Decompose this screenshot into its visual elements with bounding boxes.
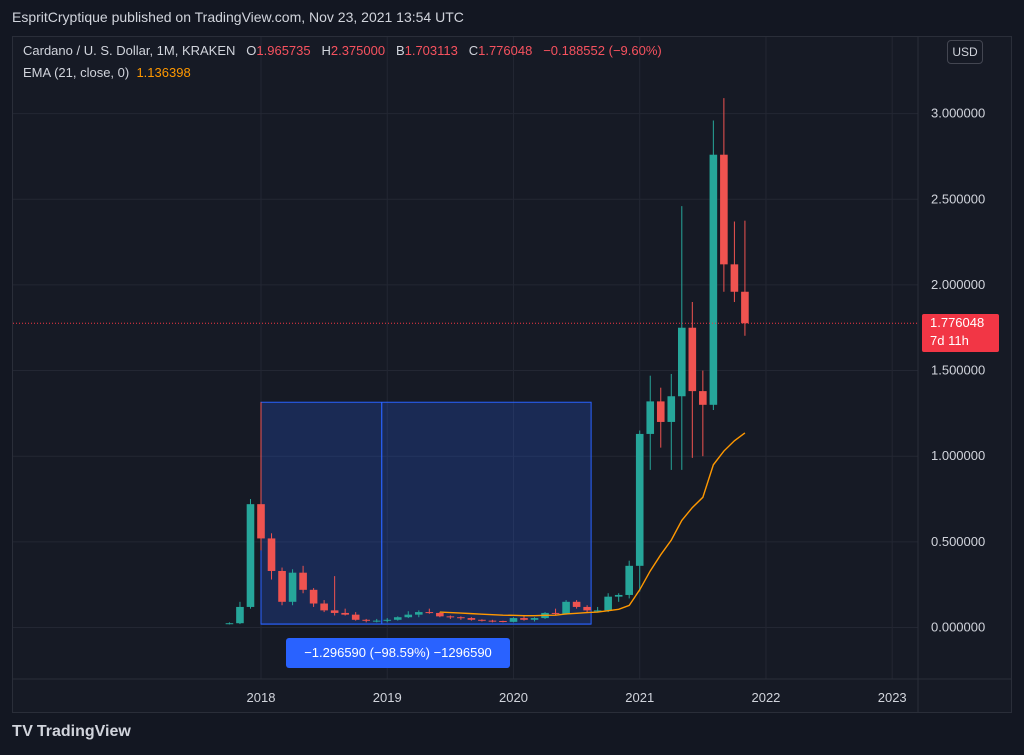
price-tick-label: 1.500000 (931, 363, 985, 378)
price-tick-label: 2.500000 (931, 191, 985, 206)
candle-body (278, 570, 286, 602)
candle-body (614, 594, 623, 597)
candle-body (646, 401, 655, 434)
candle-body (678, 327, 686, 397)
price-axis: 3.000000 2.500000 2.000000 1.500000 1.000000… (931, 106, 985, 635)
price-tick-label: 1.000000 (931, 448, 985, 463)
time-tick-label: 2022 (751, 690, 780, 705)
measure-tool (260, 401, 592, 625)
candle-body (425, 612, 434, 614)
candle-body (383, 619, 392, 621)
candle-body (330, 610, 339, 613)
high-key: H (321, 43, 331, 58)
candle-body (257, 504, 265, 539)
price-tick-label: 0.000000 (931, 620, 985, 635)
candle-body (351, 614, 360, 620)
publisher-header: EspritCryptique published on TradingView… (12, 9, 464, 25)
candle-body (457, 617, 465, 619)
candle-body (320, 603, 328, 611)
candle-body (246, 504, 255, 607)
time-tick-label: 2023 (878, 690, 907, 705)
candle-body (625, 565, 633, 595)
ema-value: 1.136398 (136, 65, 191, 80)
currency-button[interactable]: USD (947, 40, 983, 64)
candle-body (688, 327, 697, 392)
footer-brand: TradingView (36, 723, 131, 740)
close-key: C (468, 43, 479, 58)
time-tick-label: 2021 (625, 690, 654, 705)
candle-body (509, 618, 518, 622)
chart-frame[interactable] (12, 36, 1012, 713)
candle-body (404, 614, 413, 618)
candle-body (341, 612, 349, 615)
close-value: 1.776048 (478, 43, 533, 58)
bar-countdown: 7d 11h (930, 333, 969, 348)
candle-body (572, 601, 581, 607)
candle-body (530, 618, 539, 620)
symbol-legend: Cardano / U. S. Dollar, 1M, KRAKEN O1.96… (23, 43, 662, 58)
candle-body (436, 612, 444, 617)
candle-body (288, 572, 297, 602)
candle-body (730, 264, 739, 292)
price-tick-label: 2.000000 (931, 277, 985, 292)
candle-body (551, 612, 560, 614)
candle-body (699, 391, 707, 405)
candle-body (372, 620, 381, 622)
candle-body (499, 620, 507, 622)
candle-body (362, 619, 370, 621)
candle-body (667, 396, 676, 422)
candle-body (299, 572, 307, 590)
low-value: 1.703113 (404, 43, 458, 58)
time-tick-label: 2019 (373, 690, 402, 705)
time-tick-label: 2020 (499, 690, 528, 705)
time-axis: 2018 2019 2020 2021 2022 2023 (247, 690, 907, 705)
candle-body (720, 154, 728, 265)
ema-label: EMA (21, close, 0) (23, 65, 130, 80)
candle-body (267, 538, 276, 571)
candle-body (562, 601, 570, 614)
ema-legend[interactable]: EMA (21, close, 0) 1.136398 (23, 65, 191, 80)
measure-label: −1.296590 (−98.59%) −1296590 (286, 638, 510, 668)
candle-body (741, 291, 749, 324)
open-value: 1.965735 (256, 43, 311, 58)
price-tick-label: 3.000000 (931, 106, 985, 121)
candle-body (593, 610, 602, 612)
candle-body (635, 433, 644, 566)
candle-body (604, 596, 612, 611)
candle-body (467, 618, 476, 620)
candle-body (225, 623, 234, 625)
candle-body (478, 619, 486, 621)
change-value: −0.188552 (−9.60%) (543, 43, 662, 58)
candle-body (236, 606, 244, 624)
candle-body (393, 617, 402, 620)
price-tick-label: 0.500000 (931, 534, 985, 549)
measure-box (260, 401, 592, 625)
tradingview-icon: T V (12, 723, 33, 740)
tradingview-logo: T V TradingView (12, 723, 131, 741)
symbol-name: Cardano / U. S. Dollar, 1M, KRAKEN (23, 43, 236, 58)
low-key: B (395, 43, 405, 58)
last-price-value: 1.776048 (930, 315, 985, 330)
candle-body (309, 589, 318, 604)
high-value: 2.375000 (330, 43, 386, 58)
candle-body (488, 620, 497, 622)
last-price-label: 1.776048 7d 11h (922, 314, 999, 352)
candles (225, 98, 749, 625)
candle-body (415, 612, 423, 615)
ema-line (439, 432, 746, 617)
candle-body (709, 154, 718, 405)
candle-body (656, 401, 665, 422)
time-tick-label: 2018 (247, 690, 276, 705)
candle-body (520, 618, 528, 620)
open-key: O (246, 43, 257, 58)
candle-body (583, 606, 591, 611)
candle-body (446, 616, 455, 618)
